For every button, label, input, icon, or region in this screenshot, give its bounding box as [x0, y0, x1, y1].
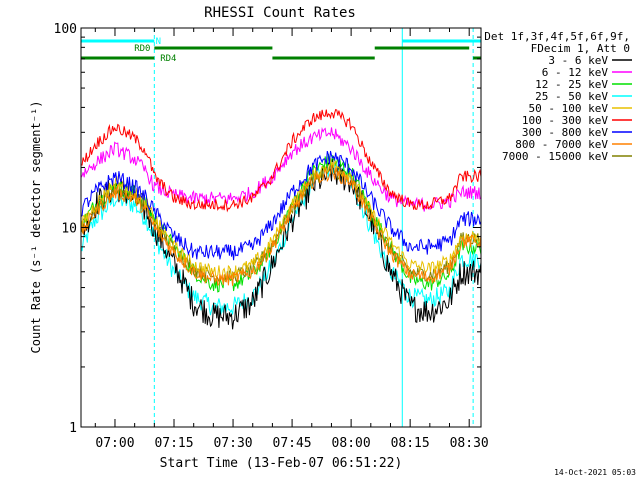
- y-tick-label-2: 100: [54, 22, 77, 37]
- y-tick-label-0: 1: [69, 421, 77, 436]
- x-tick-label-1: 07:15: [154, 436, 193, 451]
- y-axis-label: Count Rate (s⁻¹ detector segment⁻¹): [29, 101, 43, 354]
- series-line-2: [81, 154, 481, 292]
- state-bar-label-rd4: RD4: [160, 54, 176, 64]
- x-tick-label-2: 07:30: [213, 436, 252, 451]
- series-line-0: [81, 159, 481, 329]
- state-bar-label-rd0: RD0: [134, 44, 150, 54]
- footer-timestamp: 14-Oct-2021 05:03: [554, 468, 636, 477]
- series-line-3: [81, 161, 481, 316]
- legend: Det 1f,3f,4f,5f,6f,9f, FDecim 1, Att 0 3…: [484, 30, 632, 163]
- chart-title: RHESSI Count Rates: [204, 5, 356, 21]
- x-tick-label-4: 08:00: [332, 436, 371, 451]
- x-tick-label-3: 07:45: [273, 436, 312, 451]
- x-tick-label-5: 08:15: [391, 436, 430, 451]
- x-tick-label-6: 08:30: [450, 436, 489, 451]
- legend-label-8: 7000 - 15000 keV: [502, 150, 608, 163]
- state-bar-label-n: N: [156, 37, 161, 47]
- series-line-4: [81, 158, 481, 278]
- y-tick-label-1: 10: [61, 222, 77, 237]
- x-tick-label-0: 07:00: [95, 436, 134, 451]
- plot-area: N RD0 RD4: [81, 28, 481, 427]
- x-axis-label: Start Time (13-Feb-07 06:51:22): [160, 456, 403, 471]
